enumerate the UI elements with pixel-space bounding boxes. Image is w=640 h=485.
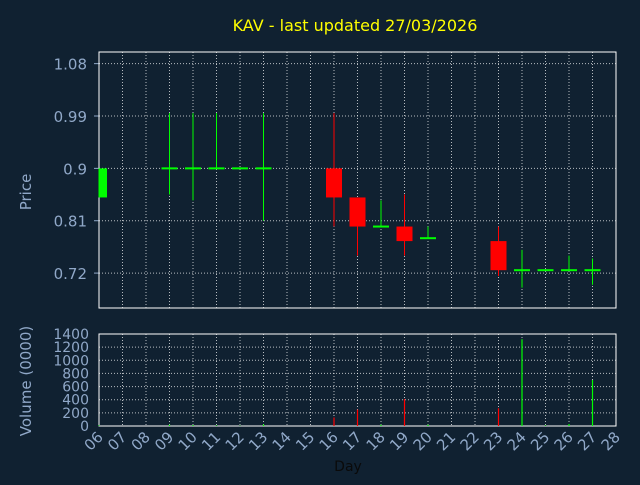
x-tick-labels: 0607080910111213141516171819202122232425… [81, 428, 624, 454]
volume-y-tick-label: 600 [62, 380, 89, 396]
price-y-tick-label: 0.9 [63, 160, 87, 178]
chart-title: KAV - last updated 27/03/2026 [233, 16, 478, 35]
candle-body [561, 269, 577, 272]
day-axis-label: Day [334, 459, 362, 475]
volume-y-tick-label: 1000 [53, 353, 89, 369]
candle-body [232, 167, 248, 170]
volume-y-tick-label: 1200 [53, 340, 89, 356]
volume-y-tick-label: 400 [62, 393, 89, 409]
volume-y-tick-label: 200 [62, 406, 89, 422]
candle-body [161, 167, 178, 170]
price-y-tick-label: 0.72 [54, 265, 87, 283]
volume-y-tick-label: 800 [62, 366, 89, 382]
candle-body [396, 226, 413, 242]
price-y-tick-label: 1.08 [54, 56, 87, 74]
volume-y-tick-label: 1400 [53, 327, 89, 343]
candle-body [373, 225, 389, 228]
volume-y-tick-label: 0 [80, 419, 89, 435]
candle-body [584, 269, 601, 272]
price-axis-label: Price [17, 174, 35, 211]
volume-axis-label: Volume (0000) [17, 326, 35, 436]
candle-body [349, 197, 366, 227]
candle-body [537, 269, 554, 272]
candle-body [208, 167, 225, 170]
candle-body [185, 167, 201, 170]
candle-body [326, 168, 342, 198]
candle-body [420, 237, 436, 240]
price-y-tick-label: 0.81 [54, 213, 87, 231]
candle-body [514, 269, 530, 272]
price-y-tick-label: 0.99 [54, 108, 87, 126]
candle-body [490, 241, 507, 271]
price-panel: 0.72 0.81 0.9 0.99 1.08 [54, 51, 617, 309]
candle-body [255, 167, 272, 170]
candle-body [99, 168, 107, 198]
